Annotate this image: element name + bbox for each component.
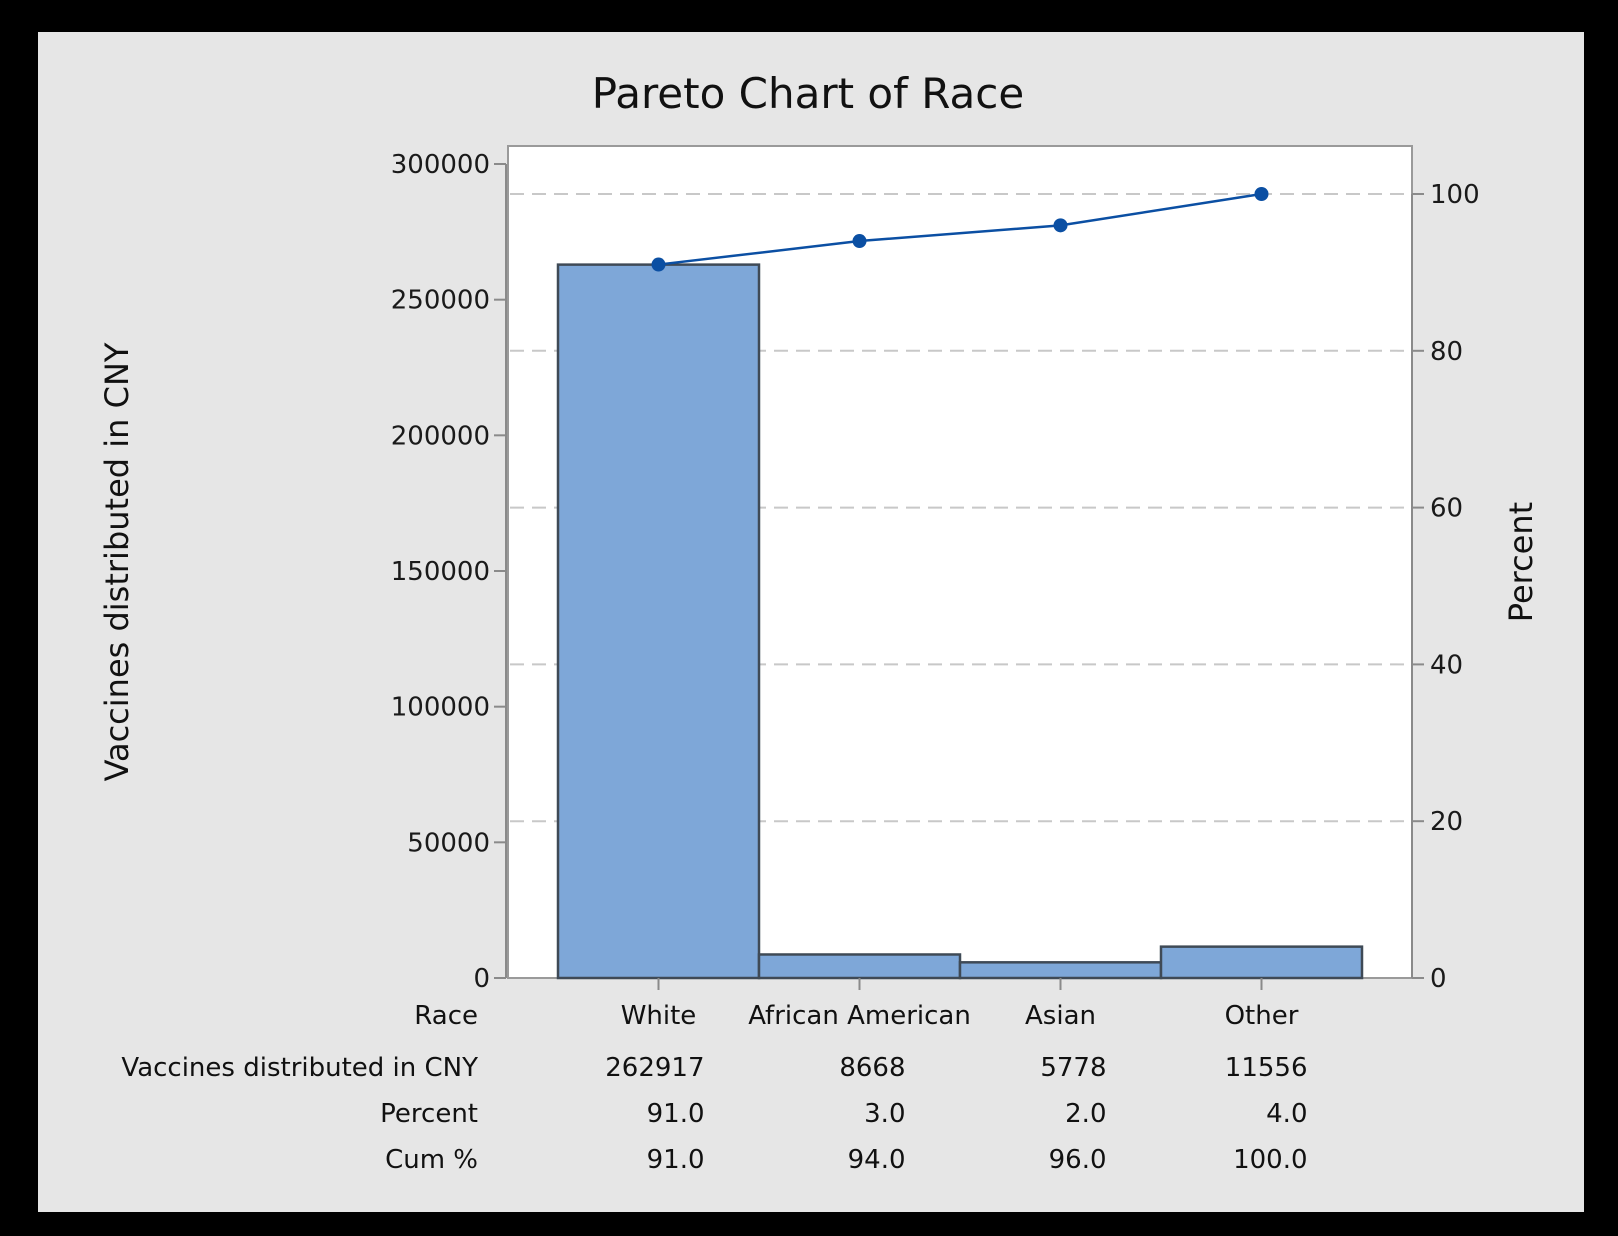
table-row-label: Percent — [380, 1099, 478, 1129]
cumulative-line — [651, 187, 1269, 272]
chart-title: Pareto Chart of Race — [592, 69, 1024, 118]
table-cell: 11556 — [1225, 1053, 1308, 1083]
y-tick-label: 300000 — [391, 150, 490, 180]
y2-tick-label: 100 — [1430, 180, 1480, 210]
y-tick-label: 250000 — [391, 286, 490, 316]
y-tick-label: 150000 — [391, 557, 490, 587]
bars — [556, 263, 1364, 980]
y2-tick-label: 40 — [1430, 650, 1463, 680]
table-row-label: Cum % — [385, 1145, 478, 1175]
table-row-label: Vaccines distributed in CNY — [121, 1053, 478, 1083]
table-cell: 91.0 — [647, 1145, 705, 1175]
y2-tick-label: 60 — [1430, 494, 1463, 524]
category-label: Other — [1225, 1001, 1299, 1031]
category-label: African American — [748, 1001, 971, 1031]
y-tick-label: 200000 — [391, 421, 490, 451]
cumulative-point — [1053, 218, 1068, 233]
table-cell: 2.0 — [1065, 1099, 1106, 1129]
cumulative-line-path — [658, 192, 1262, 266]
y-tick-label: 50000 — [407, 828, 490, 858]
y2-axis: 0 20 40 60 80 100 — [1411, 180, 1480, 994]
y-axis-title: Vaccines distributed in CNY — [98, 342, 136, 781]
category-label: Asian — [1025, 1001, 1096, 1031]
bar — [958, 961, 1163, 980]
y-axis: 0 50000 100000 150000 200000 250000 300000 — [391, 150, 507, 994]
table-cell: 100.0 — [1233, 1145, 1307, 1175]
y2-tick-label: 0 — [1430, 964, 1447, 994]
table-cell: 94.0 — [848, 1145, 906, 1175]
data-table: Race White African American Asian Other Vacci… — [121, 1001, 1307, 1175]
y2-tick-label: 20 — [1430, 807, 1463, 837]
table-cell: 91.0 — [647, 1099, 705, 1129]
table-cell: 4.0 — [1266, 1099, 1307, 1129]
y-tick-label: 100000 — [391, 693, 490, 723]
table-cell: 262917 — [605, 1053, 704, 1083]
x-axis — [657, 978, 1263, 990]
y2-tick-label: 80 — [1430, 337, 1463, 367]
cumulative-point — [852, 234, 867, 249]
table-row-label: Race — [414, 1001, 478, 1031]
table-cell: 8668 — [839, 1053, 905, 1083]
table-cell: 96.0 — [1049, 1145, 1107, 1175]
bar — [757, 953, 962, 980]
table-cell: 3.0 — [864, 1099, 905, 1129]
cumulative-point — [1254, 187, 1269, 201]
table-cell: 5778 — [1040, 1053, 1106, 1083]
bar — [556, 263, 761, 980]
cumulative-point — [651, 257, 666, 272]
category-label: White — [621, 1001, 697, 1031]
y2-axis-title: Percent — [1502, 502, 1540, 622]
y-tick-label: 0 — [473, 964, 490, 994]
bar — [1159, 945, 1364, 980]
